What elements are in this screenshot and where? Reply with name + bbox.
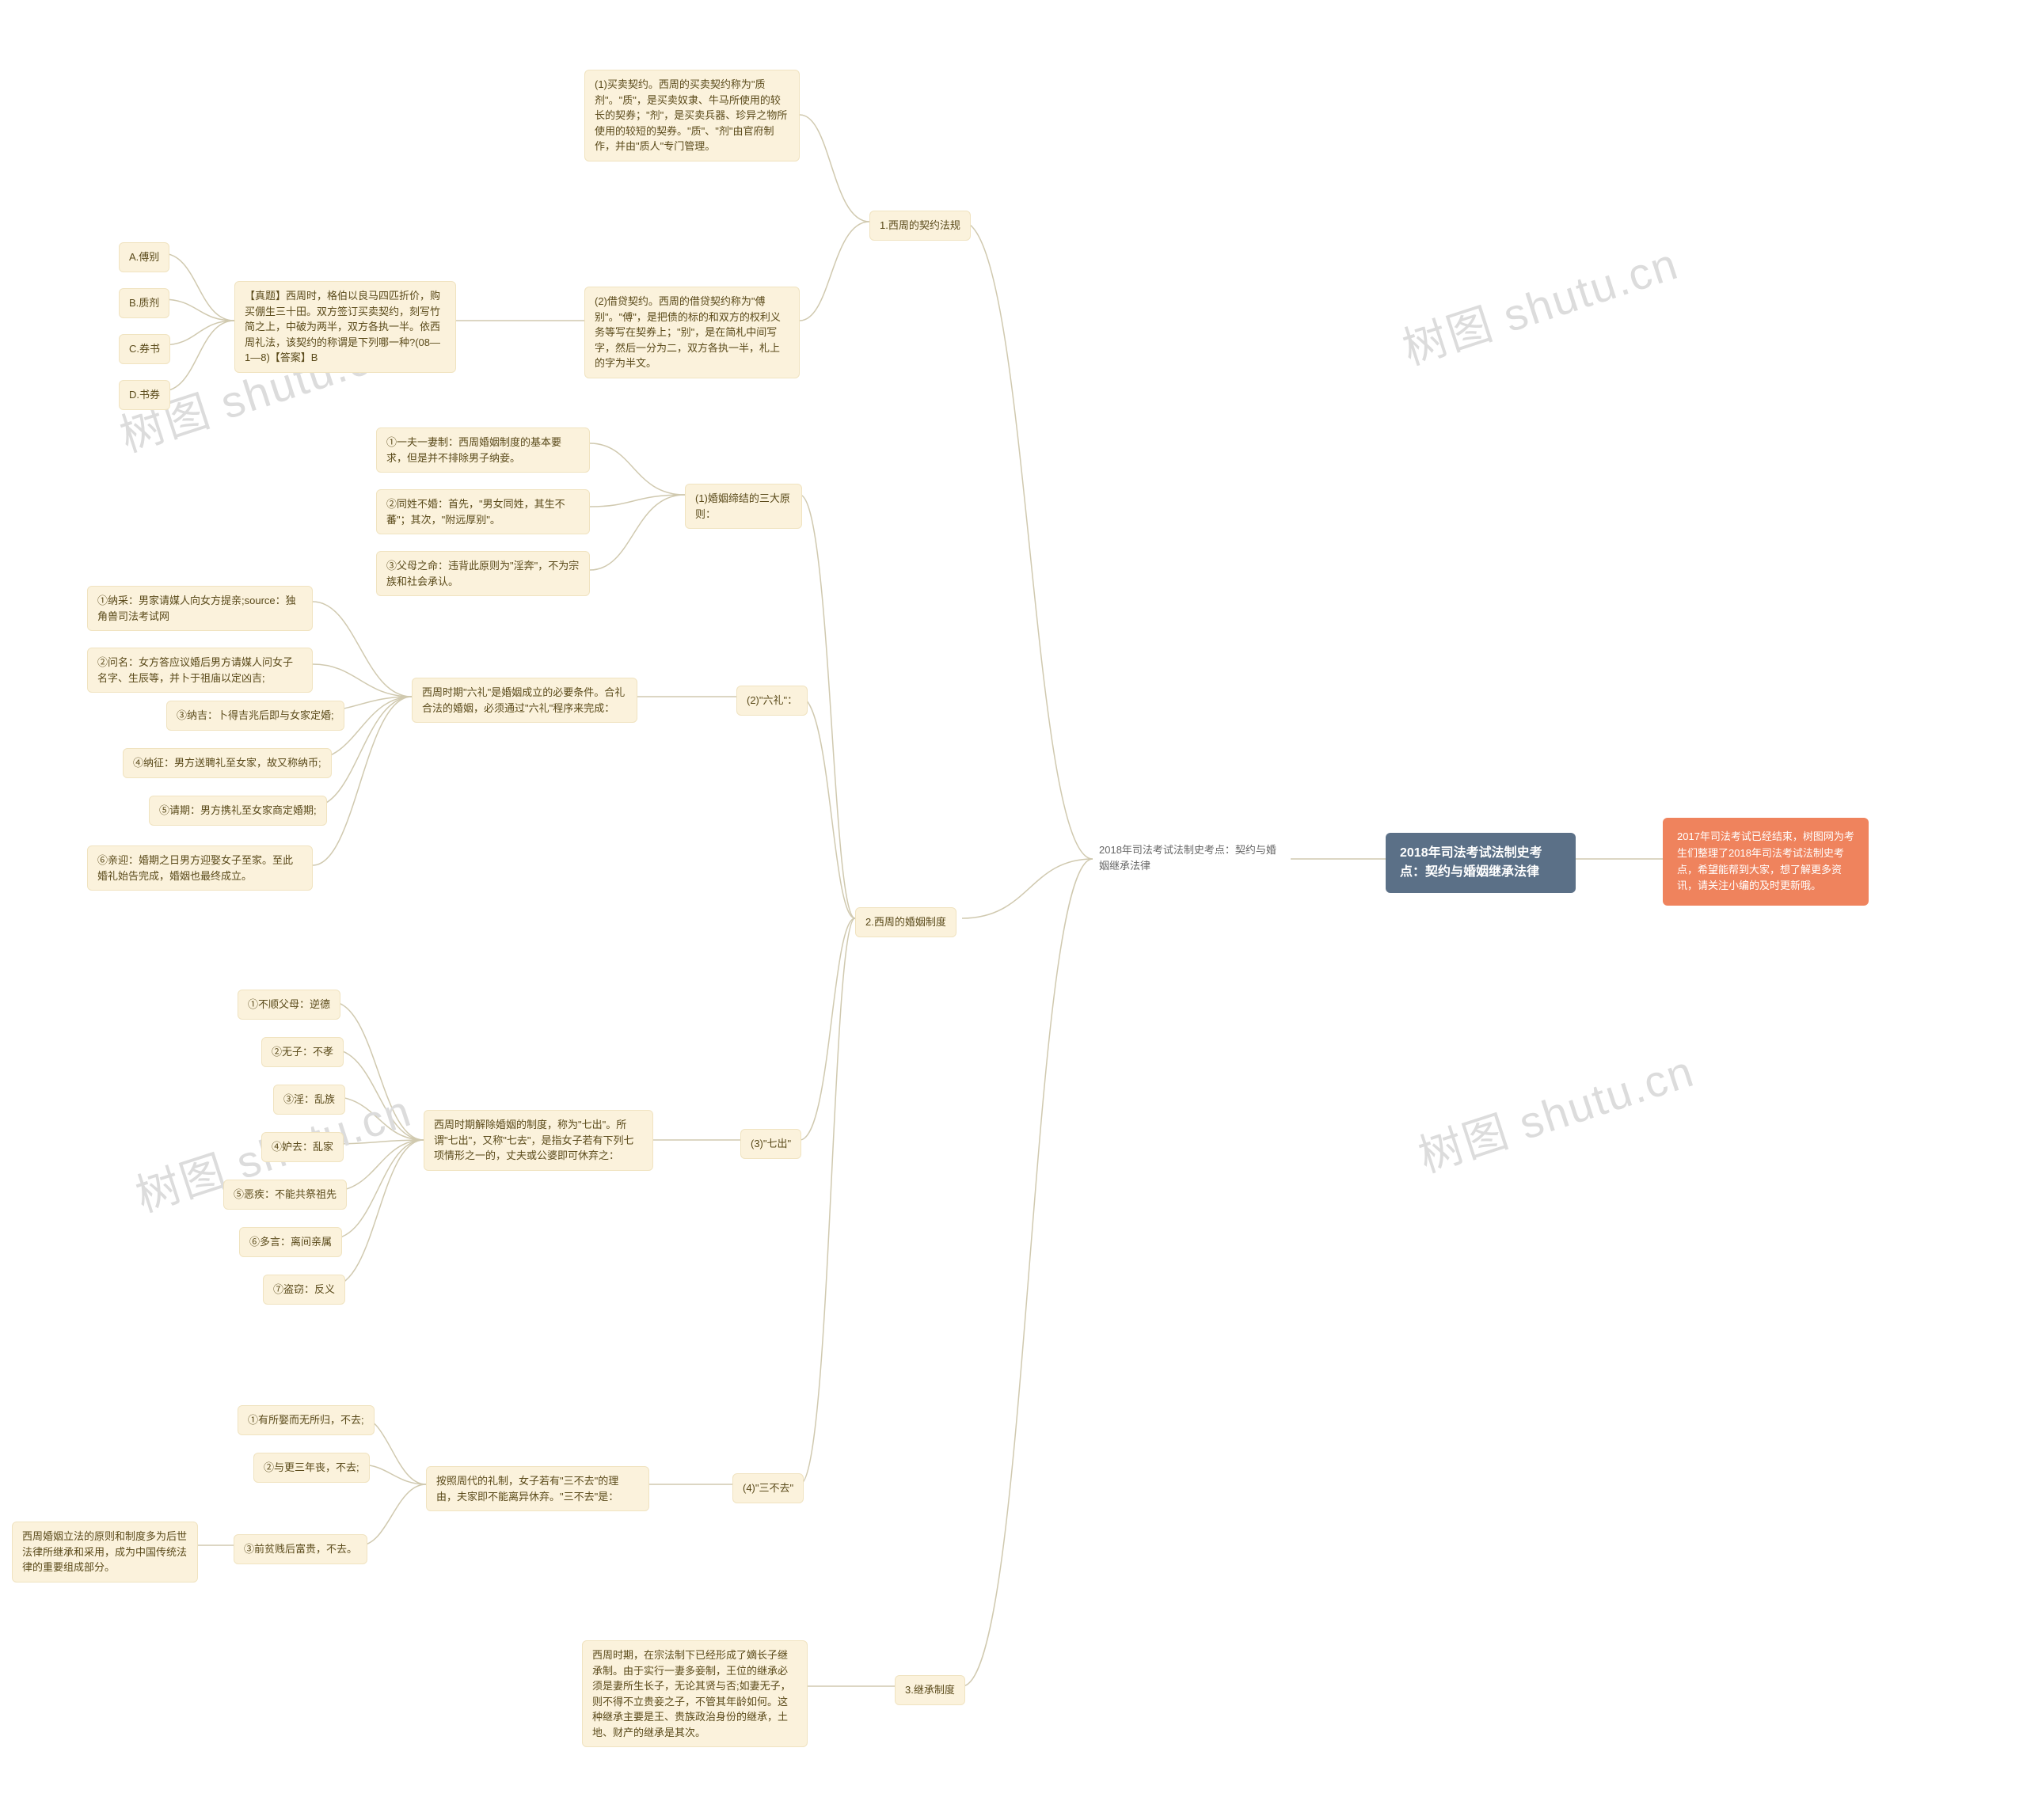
s2-p1-i2: ②同姓不婚：首先，"男女同姓，其生不蕃"；其次，"附远厚别"。 bbox=[376, 489, 590, 534]
s2-p2-title: (2)"六礼"： bbox=[736, 686, 808, 716]
s2-p3-i4: ④妒去：乱家 bbox=[261, 1132, 344, 1162]
section-3-title: 3.继承制度 bbox=[895, 1675, 965, 1705]
s2-p2-i4: ④纳征：男方送聘礼至女家，故又称纳币; bbox=[123, 748, 332, 778]
s2-p2-i6: ⑥亲迎：婚期之日男方迎娶女子至家。至此婚礼始告完成，婚姻也最终成立。 bbox=[87, 845, 313, 891]
s2-p1-title: (1)婚姻缔结的三大原则： bbox=[685, 484, 802, 529]
s2-p3-i6: ⑥多言：离间亲属 bbox=[239, 1227, 342, 1257]
s2-p2-i5: ⑤请期：男方携礼至女家商定婚期; bbox=[149, 796, 327, 826]
s2-p3-i7: ⑦盗窃：反义 bbox=[263, 1275, 345, 1305]
s2-p3-i5: ⑤恶疾：不能共祭祖先 bbox=[223, 1180, 347, 1210]
watermark: 树图 shutu.cn bbox=[1394, 228, 1686, 378]
s1-child-2: (2)借贷契约。西周的借贷契约称为"傅别"。"傅"，是把债的标的和双方的权利义务… bbox=[584, 287, 800, 378]
section-2-title: 2.西周的婚姻制度 bbox=[855, 907, 956, 937]
s2-p3-i1: ①不顺父母：逆德 bbox=[238, 990, 340, 1020]
s1-option-d: D.书券 bbox=[119, 380, 170, 410]
s1-question: 【真题】西周时，格伯以良马四匹折价，购买倗生三十田。双方签订买卖契约，刻写竹简之… bbox=[234, 281, 456, 373]
s2-p3-title: (3)"七出" bbox=[740, 1129, 801, 1159]
s2-p3-body: 西周时期解除婚姻的制度，称为"七出"。所谓"七出"，又称"七去"，是指女子若有下… bbox=[424, 1110, 653, 1171]
s2-p2-i2: ②问名：女方答应议婚后男方请媒人问女子名字、生辰等，并卜于祖庙以定凶吉; bbox=[87, 648, 313, 693]
s1-option-b: B.质剂 bbox=[119, 288, 169, 318]
accent-title: 2018年司法考试法制史考点：契约与婚姻继承法律 bbox=[1386, 833, 1576, 893]
root-label: 2018年司法考试法制史考点：契约与婚姻继承法律 bbox=[1093, 839, 1291, 876]
s2-p4-note: 西周婚姻立法的原则和制度多为后世法律所继承和采用，成为中国传统法律的重要组成部分… bbox=[12, 1522, 198, 1583]
s2-p4-i2: ②与更三年丧，不去; bbox=[253, 1453, 370, 1483]
s2-p1-i1: ①一夫一妻制：西周婚姻制度的基本要求，但是并不排除男子纳妾。 bbox=[376, 427, 590, 473]
watermark: 树图 shutu.cn bbox=[1409, 1035, 1702, 1185]
s2-p3-i2: ②无子：不孝 bbox=[261, 1037, 344, 1067]
s2-p3-i3: ③淫：乱族 bbox=[273, 1085, 345, 1115]
s2-p4-i3: ③前贫贱后富贵，不去。 bbox=[234, 1534, 367, 1564]
s2-p4-body: 按照周代的礼制，女子若有"三不去"的理由，夫家即不能离异休弃。"三不去"是： bbox=[426, 1466, 649, 1511]
s2-p2-i3: ③纳吉：卜得吉兆后即与女家定婚; bbox=[166, 701, 344, 731]
s3-body: 西周时期，在宗法制下已经形成了嫡长子继承制。由于实行一妻多妾制，王位的继承必须是… bbox=[582, 1640, 808, 1747]
section-1-title: 1.西周的契约法规 bbox=[869, 211, 971, 241]
s2-p2-i1: ①纳采：男家请媒人向女方提亲;source：独角兽司法考试网 bbox=[87, 586, 313, 631]
s2-p4-i1: ①有所娶而无所归，不去; bbox=[238, 1405, 375, 1435]
s1-option-a: A.傅别 bbox=[119, 242, 169, 272]
description-box: 2017年司法考试已经结束，树图网为考生们整理了2018年司法考试法制史考点，希… bbox=[1663, 818, 1869, 906]
s1-option-c: C.券书 bbox=[119, 334, 170, 364]
s2-p4-title: (4)"三不去" bbox=[732, 1473, 804, 1503]
s2-p1-i3: ③父母之命：违背此原则为"淫奔"，不为宗族和社会承认。 bbox=[376, 551, 590, 596]
s1-child-1: (1)买卖契约。西周的买卖契约称为"质剂"。"质"，是买卖奴隶、牛马所使用的较长… bbox=[584, 70, 800, 161]
s2-p2-body: 西周时期"六礼"是婚姻成立的必要条件。合礼合法的婚姻，必须通过"六礼"程序来完成… bbox=[412, 678, 637, 723]
